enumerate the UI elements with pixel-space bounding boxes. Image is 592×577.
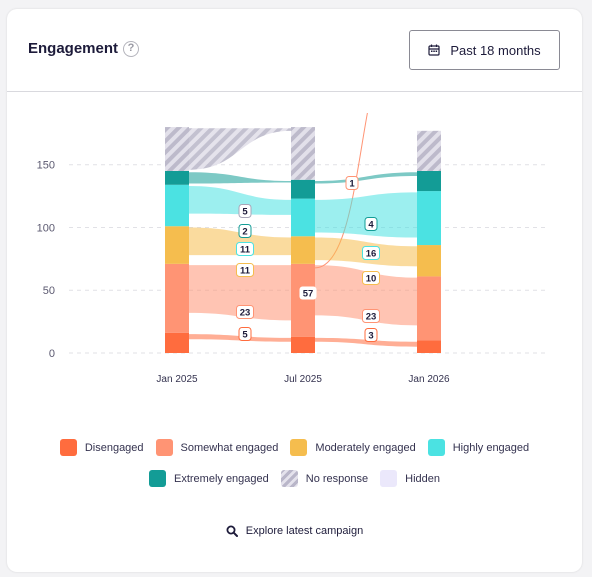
bar-segment[interactable]	[291, 236, 315, 264]
bar-segment[interactable]	[417, 170, 441, 192]
chart-legend: Disengaged Somewhat engaged Moderately eng…	[7, 439, 582, 501]
card-title: Engagement	[28, 40, 119, 57]
svg-text:11: 11	[240, 245, 251, 256]
y-tick-label: 100	[37, 222, 55, 234]
flow-band[interactable]	[189, 186, 291, 215]
bar-segment[interactable]	[165, 170, 189, 185]
legend-swatch	[427, 439, 445, 456]
svg-text:5: 5	[242, 207, 248, 218]
legend-item[interactable]: Highly engaged	[427, 439, 530, 456]
flow-value-label: 5	[238, 204, 252, 218]
legend-label: Highly engaged	[452, 441, 530, 454]
y-tick-label: 150	[37, 160, 55, 172]
flow-value-label: 11	[236, 263, 254, 277]
flow-value-label: 3	[364, 328, 378, 342]
legend-swatch	[155, 439, 173, 456]
question-mark-icon[interactable]: ?	[123, 41, 139, 57]
svg-text:23: 23	[240, 308, 251, 319]
y-tick-label: 50	[43, 285, 55, 297]
flow-value-label: 23	[236, 305, 254, 319]
svg-text:10: 10	[366, 274, 377, 285]
svg-text:3: 3	[368, 331, 373, 342]
legend-item[interactable]: Moderately engaged	[290, 439, 416, 456]
flow-value-label: 57	[299, 286, 317, 300]
engagement-card: Engagement ? Past 18 months 0 50 100 150 Jan…	[7, 9, 582, 572]
legend-item[interactable]: Disengaged	[59, 439, 144, 456]
legend-label: Moderately engaged	[315, 441, 416, 454]
legend-label: Hidden	[405, 472, 440, 485]
flow-band[interactable]	[189, 227, 291, 256]
bar-segment[interactable]	[165, 226, 189, 264]
legend-swatch	[280, 470, 298, 487]
x-tick-label: Jul 2025	[284, 374, 322, 385]
flow-value-label: 11	[236, 242, 254, 256]
bar-segment[interactable]	[165, 332, 189, 353]
flow-band[interactable]	[315, 192, 417, 238]
bar-segment[interactable]	[417, 276, 441, 341]
legend-swatch	[148, 470, 166, 487]
card-header: Engagement ? Past 18 months	[7, 9, 582, 92]
flow-value-label: 23	[362, 309, 380, 323]
search-icon	[226, 525, 238, 537]
svg-text:4: 4	[368, 220, 374, 231]
flow-band[interactable]	[315, 337, 417, 347]
flow-value-label: 16	[362, 246, 380, 260]
bar-segment[interactable]	[291, 127, 315, 180]
legend-row: Extremely engaged No response Hidden	[7, 470, 582, 487]
legend-label: Somewhat engaged	[180, 441, 279, 454]
svg-text:1: 1	[349, 179, 355, 190]
svg-text:11: 11	[240, 266, 251, 277]
flow-value-label: 10	[362, 271, 380, 285]
flow-band[interactable]	[189, 265, 291, 321]
bar-segment[interactable]	[417, 340, 441, 353]
calendar-icon	[428, 44, 440, 56]
x-tick-label: Jan 2025	[156, 374, 198, 385]
bar-segment[interactable]	[417, 130, 441, 171]
svg-text:2: 2	[242, 227, 247, 238]
flow-value-label: 4	[364, 217, 378, 231]
legend-item[interactable]: Hidden	[380, 470, 440, 487]
flow-band[interactable]	[189, 172, 291, 184]
flow-value-label: 2	[238, 224, 252, 238]
flow-value-label: 1	[345, 176, 359, 190]
bar-segment[interactable]	[291, 263, 315, 337]
flow-band[interactable]	[189, 128, 291, 170]
legend-label: No response	[305, 472, 369, 485]
bar-segment[interactable]	[291, 336, 315, 353]
legend-swatch	[290, 439, 308, 456]
explore-campaign-label: Explore latest campaign	[245, 525, 364, 537]
flow-value-label: 5	[238, 327, 252, 341]
flow-band[interactable]	[315, 172, 417, 184]
svg-text:57: 57	[303, 289, 314, 300]
legend-row: Disengaged Somewhat engaged Moderately eng…	[7, 439, 582, 456]
y-tick-label: 0	[49, 348, 55, 360]
legend-swatch	[380, 470, 398, 487]
svg-text:16: 16	[366, 249, 377, 260]
x-tick-label: Jan 2026	[408, 374, 450, 385]
bar-segment[interactable]	[165, 127, 189, 171]
legend-label: Extremely engaged	[173, 472, 269, 485]
bar-segment[interactable]	[165, 184, 189, 227]
legend-swatch	[59, 439, 77, 456]
legend-item[interactable]: Somewhat engaged	[155, 439, 279, 456]
legend-item[interactable]: Extremely engaged	[148, 470, 269, 487]
bar-segment[interactable]	[291, 198, 315, 237]
date-range-button[interactable]: Past 18 months	[409, 30, 560, 70]
bar-segment[interactable]	[291, 179, 315, 199]
legend-label: Disengaged	[84, 441, 144, 454]
explore-campaign-link[interactable]: Explore latest campaign	[7, 525, 582, 537]
legend-item[interactable]: No response	[280, 470, 369, 487]
bar-segment[interactable]	[165, 263, 189, 333]
flow-band[interactable]	[315, 265, 417, 326]
bar-segment[interactable]	[417, 191, 441, 246]
svg-text:5: 5	[242, 330, 248, 341]
bar-segment[interactable]	[417, 245, 441, 277]
date-range-label: Past 18 months	[450, 42, 541, 58]
svg-text:23: 23	[366, 312, 377, 323]
